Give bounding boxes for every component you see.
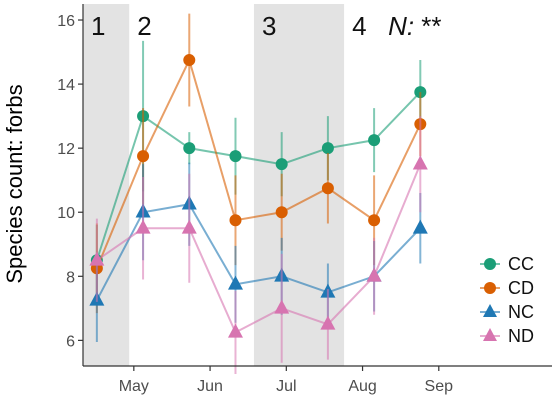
data-point: [229, 214, 242, 227]
data-point: [412, 155, 428, 170]
series-line-nc: [95, 203, 422, 301]
x-tick-label-sep: Sep: [425, 378, 454, 395]
period-labels: 1 2 3 4: [91, 11, 367, 41]
period-label-3: 3: [262, 11, 276, 41]
period-label-1: 1: [91, 11, 105, 41]
data-point: [412, 219, 428, 234]
legend-marker: [483, 328, 497, 341]
legend-label: NC: [508, 302, 534, 322]
legend-marker: [484, 258, 496, 270]
data-point: [368, 214, 381, 227]
x-tick-label-jul: Jul: [276, 378, 296, 395]
data-point: [183, 54, 196, 67]
data-point: [89, 251, 105, 266]
legend-marker: [483, 304, 497, 317]
data-point: [183, 142, 196, 155]
data-point: [321, 142, 334, 155]
axes: [82, 4, 552, 367]
data-point: [227, 275, 243, 290]
legend-label: CD: [508, 278, 534, 298]
period-bands: [83, 4, 345, 366]
period-label-4: 4: [352, 11, 366, 41]
data-point: [229, 150, 242, 163]
series-line-cc: [95, 91, 422, 261]
x-tick-label-may: May: [119, 378, 149, 395]
data-point: [135, 219, 151, 234]
x-tick-label-aug: Aug: [348, 378, 376, 395]
y-tick-label: 16: [57, 13, 75, 30]
y-axis-label: Species count: forbs: [2, 84, 27, 283]
legend-item-cc: CC: [480, 254, 534, 274]
series-layer: [89, 13, 428, 375]
significance-label: N: **: [388, 11, 441, 41]
y-tick-label: 14: [57, 77, 75, 94]
data-point: [321, 182, 334, 195]
significance-stars: **: [414, 11, 441, 41]
data-point: [368, 134, 381, 147]
series-line-nd: [96, 163, 422, 334]
period-band-1: [83, 4, 130, 366]
significance-factor: N:: [388, 11, 414, 41]
y-tick-label: 10: [57, 205, 75, 222]
legend-item-cd: CD: [480, 278, 534, 298]
series-nd: [89, 116, 428, 375]
legend-item-nc: NC: [480, 302, 534, 322]
y-tick-label: 8: [66, 269, 75, 286]
data-point: [275, 206, 288, 219]
data-point: [275, 158, 288, 171]
x-axis-ticks: May Jun Jul Aug Sep: [119, 366, 453, 395]
y-axis-ticks: 6 8 10 12 14 16: [57, 13, 83, 350]
series-line-cd: [95, 57, 422, 269]
data-point: [181, 219, 197, 234]
data-point: [320, 315, 336, 330]
data-point: [227, 323, 243, 338]
x-tick-label-jun: Jun: [197, 378, 223, 395]
legend: CC CD NC ND: [480, 254, 534, 346]
data-point: [137, 150, 150, 163]
legend-label: ND: [508, 326, 534, 346]
data-point: [274, 299, 290, 314]
y-tick-label: 6: [66, 333, 75, 350]
y-tick-label: 12: [57, 141, 75, 158]
legend-item-nd: ND: [480, 326, 534, 346]
data-point: [366, 267, 382, 282]
period-label-2: 2: [137, 11, 151, 41]
legend-marker: [484, 282, 496, 294]
legend-label: CC: [508, 254, 534, 274]
